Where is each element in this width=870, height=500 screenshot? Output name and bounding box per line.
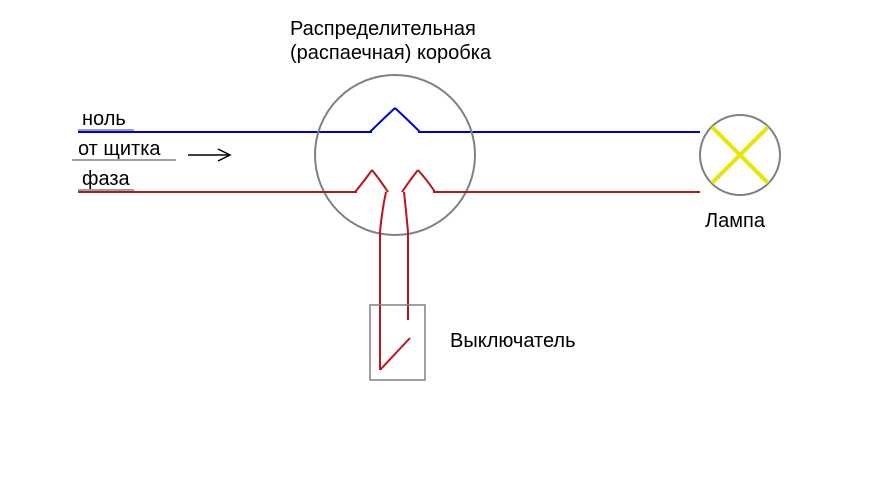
switch-box-icon	[370, 305, 425, 380]
from-panel-label: от щитка	[78, 138, 161, 161]
wiring-diagram: Распределительная (распаечная) коробка н…	[0, 0, 870, 500]
lamp-label: Лампа	[705, 210, 765, 233]
phase-label: фаза	[82, 168, 130, 191]
switch-contact	[380, 338, 410, 370]
neutral-label: ноль	[82, 108, 126, 131]
neutral-twist-icon	[320, 108, 470, 132]
switch-wire-right	[404, 192, 408, 320]
switch-label: Выключатель	[450, 330, 576, 353]
diagram-svg	[0, 0, 870, 500]
junction-box-label-2: (распаечная) коробка	[290, 42, 491, 65]
phase-right-twist-icon	[402, 170, 474, 192]
switch-wire-left	[380, 192, 386, 370]
arrow-icon	[188, 149, 230, 161]
phase-left-twist-icon	[316, 170, 388, 192]
junction-box-icon	[315, 75, 475, 235]
junction-box-label-1: Распределительная	[290, 18, 476, 41]
